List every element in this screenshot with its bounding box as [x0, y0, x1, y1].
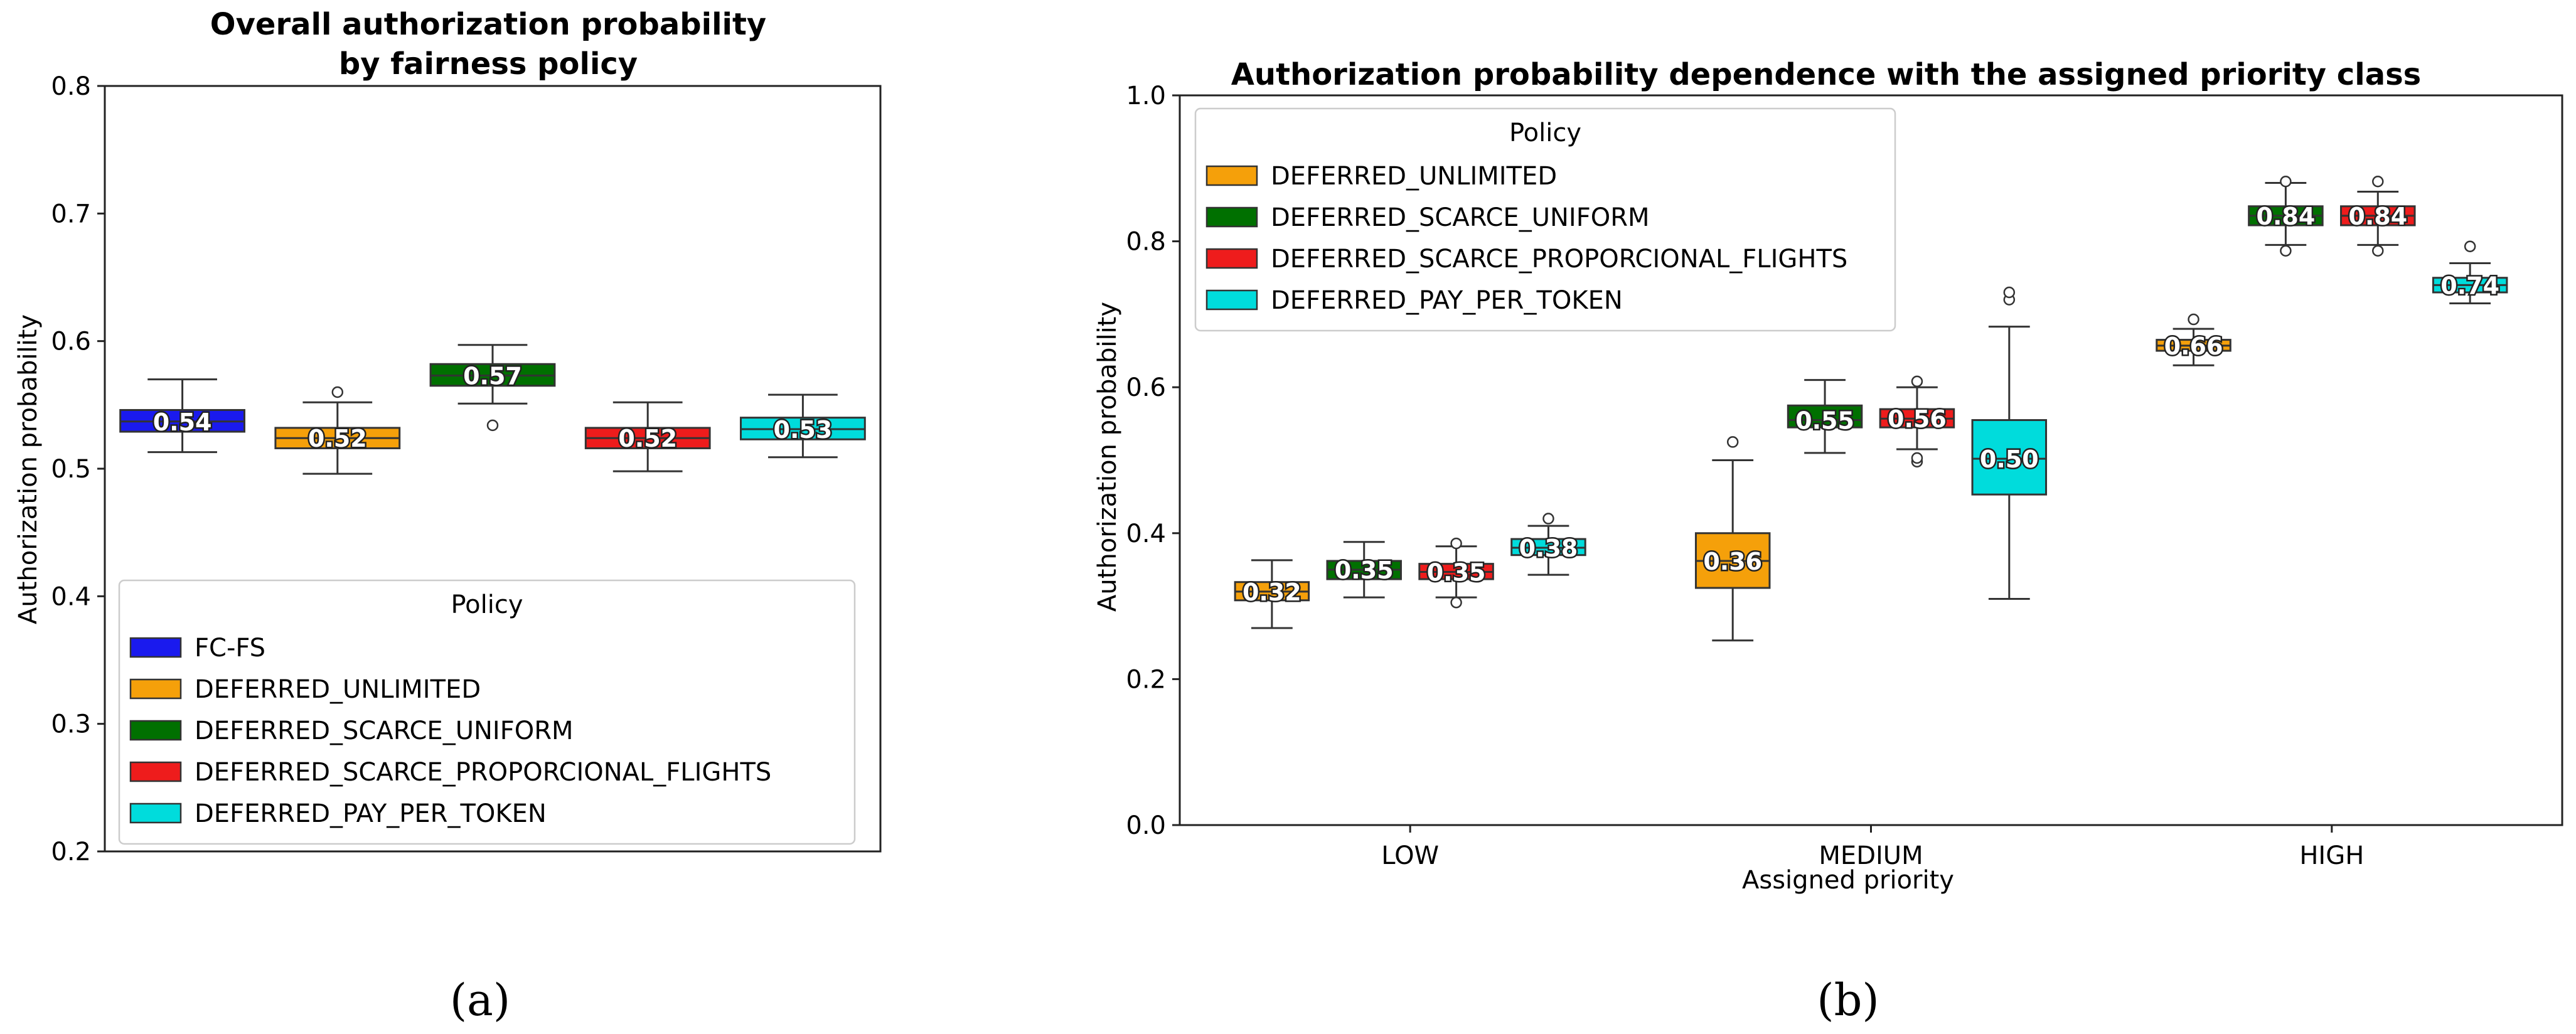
panel-label-a: (a)	[450, 974, 510, 1026]
chart-a-legend-label-1: DEFERRED_UNLIMITED	[195, 675, 481, 704]
chart-b-box-2-0-outlier-1	[1450, 537, 1462, 550]
chart-b-ytick-label-5: 1.0	[1126, 82, 1166, 110]
chart-a-legend-label-3: DEFERRED_SCARCE_PROPORCIONAL_FLIGHTS	[195, 758, 771, 787]
chart-b-box-0-0-median-label: 0.32	[1243, 578, 1301, 606]
chart-b-title: Authorization probability dependence wit…	[1231, 57, 2421, 92]
chart-b-box-2-2-median-label: 0.84	[2348, 203, 2407, 230]
chart-b-ytick-label-0: 0.0	[1126, 811, 1166, 840]
chart-a-box-0-median-label: 0.54	[153, 408, 212, 436]
chart-a-ylabel: Authorization probability	[14, 314, 43, 624]
chart-a-legend-label-2: DEFERRED_SCARCE_UNIFORM	[195, 717, 574, 745]
chart-a-ytick-label-0: 0.2	[51, 838, 91, 866]
chart-b-box-3-2-median-label: 0.74	[2440, 272, 2499, 299]
chart-b-box-0-1-outlier-0	[1726, 436, 1739, 448]
chart-b-box-3-2-outlier-0	[2464, 240, 2476, 252]
chart-b-box-1-1-median-label: 0.55	[1795, 407, 1854, 435]
chart-b-legend-title: Policy	[1509, 119, 1581, 147]
chart-b-xtick-label-0: LOW	[1381, 841, 1439, 870]
chart-a-legend-swatch-0	[129, 637, 182, 658]
chart-b-ytick-label-3: 0.6	[1126, 373, 1166, 402]
chart-b-legend-swatch-3	[1205, 289, 1258, 311]
chart-b-box-1-1-box	[1787, 404, 1863, 429]
chart-a-ytick-label-1: 0.3	[51, 710, 91, 739]
chart-a-legend: Policy FC-FS DEFERRED_UNLIMITED DEFERRED_SC…	[118, 579, 856, 845]
chart-a-ytick-label-4: 0.6	[51, 328, 91, 356]
chart-b-box-0-1-median-label: 0.36	[1703, 548, 1762, 575]
chart-b-legend: Policy DEFERRED_UNLIMITED DEFERRED_SCARCE_…	[1194, 107, 1896, 332]
chart-b-legend-label-1: DEFERRED_SCARCE_UNIFORM	[1271, 203, 1650, 232]
chart-b-box-0-2-outlier-0	[2188, 313, 2199, 326]
chart-b-legend-swatch-0	[1205, 165, 1258, 186]
chart-b-box-1-0-median-label: 0.35	[1335, 557, 1394, 584]
chart-b-box-3-1-median-label: 0.50	[1980, 445, 2039, 473]
chart-b-box-3-0-median-label: 0.38	[1519, 535, 1578, 562]
chart-b-box-2-1-outlier-2	[1911, 375, 1923, 388]
chart-b-ylabel: Authorization probability	[1093, 302, 1122, 612]
chart-a-box-1-outlier-0	[331, 386, 344, 398]
chart-a: Overall authorization probability by fai…	[14, 7, 882, 866]
chart-b-box-1-2-outlier-0	[2280, 245, 2292, 257]
chart-b-box-3-1-box	[1971, 419, 2048, 496]
chart-a-legend-swatch-1	[129, 678, 182, 700]
chart-a-legend-title: Policy	[451, 590, 523, 619]
chart-b-box-0-2-median-label: 0.66	[2164, 333, 2223, 360]
chart-b-ytick-label-4: 0.8	[1126, 228, 1166, 257]
chart-b-box-2-0-median-label: 0.35	[1427, 558, 1486, 586]
chart-a-legend-label-0: FC-FS	[195, 634, 265, 663]
panel-label-b: (b)	[1817, 974, 1879, 1026]
chart-b-legend-label-2: DEFERRED_SCARCE_PROPORCIONAL_FLIGHTS	[1271, 245, 1847, 274]
chart-b-xtick-label-1: MEDIUM	[1819, 841, 1923, 870]
chart-b-xtick-label-2: HIGH	[2299, 841, 2364, 870]
chart-b: Authorization probability dependence wit…	[1093, 57, 2563, 895]
chart-a-legend-swatch-2	[129, 720, 182, 741]
chart-b-box-2-1-median-label: 0.56	[1888, 405, 1947, 433]
chart-b-legend-label-0: DEFERRED_UNLIMITED	[1271, 162, 1557, 191]
chart-a-box-2-outlier-0	[486, 419, 499, 432]
chart-a-ytick-label-5: 0.7	[51, 200, 91, 228]
chart-a-ytick-label-2: 0.4	[51, 582, 91, 611]
chart-b-ytick-label-2: 0.4	[1126, 520, 1166, 548]
chart-b-legend-frame	[1194, 107, 1896, 332]
chart-b-legend-swatch-2	[1205, 248, 1258, 269]
chart-a-legend-swatch-3	[129, 761, 182, 782]
chart-b-legend-swatch-1	[1205, 206, 1258, 228]
chart-a-legend-swatch-4	[129, 802, 182, 824]
chart-a-title-line2: by fairness policy	[339, 46, 638, 82]
chart-b-box-1-2-outlier-1	[2280, 175, 2292, 188]
chart-b-box-3-1-outlier-1	[2003, 286, 2016, 299]
chart-b-box-3-0-outlier-0	[1542, 513, 1554, 525]
chart-b-box-2-0-outlier-0	[1450, 597, 1462, 609]
chart-a-ytick-label-3: 0.5	[51, 455, 91, 484]
chart-b-legend-label-3: DEFERRED_PAY_PER_TOKEN	[1271, 286, 1623, 315]
chart-b-box-2-2-outlier-1	[2372, 175, 2384, 188]
chart-a-box-4-median-label: 0.53	[774, 416, 833, 444]
chart-a-box-3-median-label: 0.52	[618, 425, 677, 452]
chart-a-legend-frame	[118, 579, 856, 845]
chart-b-box-1-2-median-label: 0.84	[2257, 203, 2316, 230]
chart-b-ytick-label-1: 0.2	[1126, 665, 1166, 694]
chart-b-box-2-2-outlier-0	[2372, 245, 2384, 257]
chart-a-title-line1: Overall authorization probability	[210, 7, 766, 42]
chart-b-box-2-1-outlier-1	[1911, 452, 1923, 464]
chart-a-ytick-label-6: 0.8	[51, 72, 91, 101]
chart-a-legend-label-4: DEFERRED_PAY_PER_TOKEN	[195, 799, 547, 828]
chart-a-box-1-median-label: 0.52	[308, 425, 367, 452]
chart-b-xlabel: Assigned priority	[1742, 866, 1954, 895]
chart-a-box-2-median-label: 0.57	[463, 363, 522, 390]
